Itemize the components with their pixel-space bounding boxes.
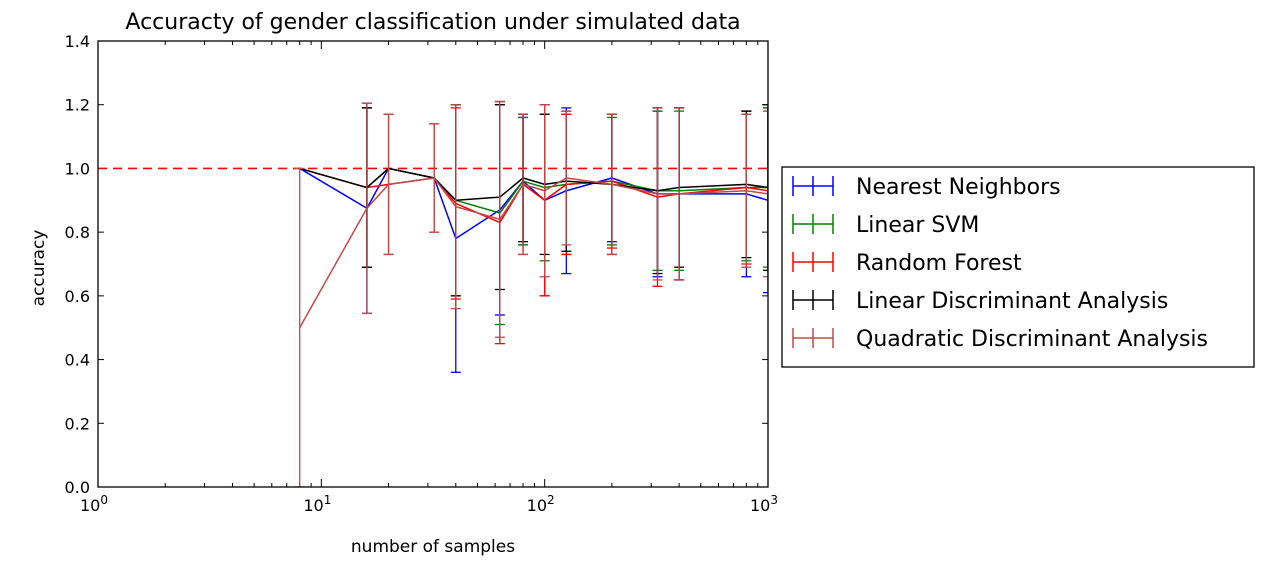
series-random-forest: [298, 100, 768, 345]
series-linear-svm: [298, 100, 768, 326]
legend-label: Random Forest: [856, 251, 1022, 276]
legend-label: Quadratic Discriminant Analysis: [856, 327, 1208, 352]
data-point: [298, 326, 301, 329]
y-tick-label: 0.8: [65, 223, 90, 242]
chart-title: Accuracty of gender classification under…: [125, 10, 740, 35]
legend: Nearest Neighbors Linear SVM Random Forest…: [781, 166, 1255, 368]
data-point: [454, 205, 457, 208]
y-tick-label: 0.0: [65, 478, 90, 497]
legend-item: Quadratic Discriminant Analysis: [792, 327, 1208, 352]
legend-item: Linear SVM: [792, 213, 979, 238]
data-point: [366, 207, 368, 210]
legend-item: Random Forest: [792, 251, 1022, 276]
legend-item: Linear Discriminant Analysis: [792, 289, 1168, 314]
y-tick-label: 0.4: [65, 351, 90, 370]
x-tick-label: 100: [80, 493, 108, 515]
data-point: [522, 183, 524, 186]
series-line: [299, 167, 768, 202]
x-tick-label: 103: [750, 493, 778, 515]
plot-area: 0.0 0.2 0.4 0.6 0.8 1.0 1.2 1.4 100 101 102 103: [65, 32, 778, 515]
data-point: [611, 183, 613, 186]
x-axis-label: number of samples: [351, 537, 515, 557]
y-tick-label: 1.0: [65, 159, 90, 178]
legend-box: [781, 166, 1255, 368]
legend-label: Linear Discriminant Analysis: [856, 289, 1168, 314]
series-line: [299, 167, 768, 224]
legend-item: Nearest Neighbors: [792, 175, 1061, 200]
x-tick-label: 101: [303, 493, 331, 515]
data-point: [543, 189, 546, 192]
data-point: [433, 177, 435, 179]
x-tick-label: 102: [527, 493, 555, 515]
y-tick-label: 0.6: [65, 287, 90, 306]
legend-label: Nearest Neighbors: [856, 175, 1061, 200]
data-point: [499, 218, 501, 221]
y-tick-label: 1.2: [65, 96, 90, 115]
series-group: [294, 100, 768, 487]
data-point: [678, 193, 680, 195]
legend-label: Linear SVM: [856, 213, 979, 238]
data-point: [656, 193, 659, 195]
series-linear-discriminant-analysis: [298, 104, 768, 297]
series-nearest-neighbors: [298, 102, 768, 373]
series-quadratic-discriminant-analysis: [294, 100, 768, 487]
series-line: [299, 177, 768, 329]
data-point: [745, 189, 748, 192]
plot-frame: [97, 40, 769, 488]
y-axis-label: accuracy: [29, 230, 49, 307]
data-point: [387, 183, 390, 186]
y-tick-label: 1.4: [65, 32, 90, 51]
y-tick-label: 0.2: [65, 414, 90, 433]
data-point: [565, 177, 568, 179]
series-line: [299, 167, 768, 240]
